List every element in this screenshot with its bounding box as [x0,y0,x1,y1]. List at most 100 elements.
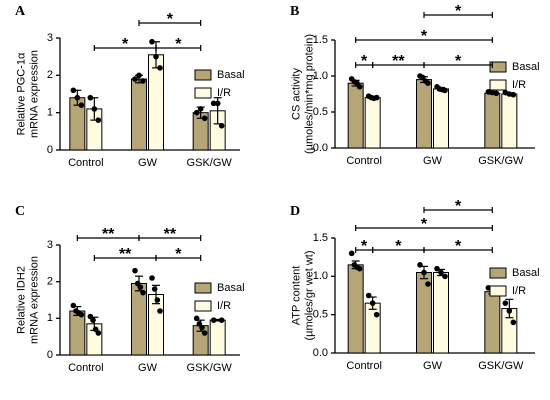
y-tick-label: 2 [47,276,53,288]
significance-label: * [455,238,462,255]
data-point [154,297,161,303]
x-tick-label: Control [346,155,381,167]
data-point [149,275,155,281]
data-point [369,300,376,306]
y-axis-label: mRNA expression [28,50,40,138]
significance-label: * [175,36,182,53]
y-axis-label: Relative PGC-1α [15,52,27,135]
y-axis-label: CS activity [290,68,302,120]
data-point [356,265,363,272]
x-tick-label: Control [68,157,103,169]
y-axis-label: (µmoles/min*mg protein) [303,34,315,154]
legend-label: I/R [512,79,526,91]
data-point [348,250,355,257]
data-point [373,311,380,318]
data-point [78,311,85,318]
data-point [70,302,77,309]
data-point [137,284,144,290]
significance-label: * [421,28,428,45]
bar [484,291,501,354]
data-point [434,265,440,272]
data-point [157,308,163,314]
x-tick-label: GW [423,155,443,167]
data-point [132,267,138,274]
significance-label: * [421,216,428,233]
legend-swatch [194,69,212,81]
panel-letter: D [290,204,300,219]
bar [501,93,518,149]
significance-label: ** [164,226,177,243]
y-tick-label: 1 [47,107,53,119]
data-point [373,94,380,101]
panel-letter: C [15,204,25,219]
data-point [136,72,142,79]
x-tick-label: GSK/GW [478,360,524,372]
y-tick-label: 0.5 [313,309,328,321]
significance-label: * [455,53,462,70]
y-tick-label: 1.5 [313,34,328,46]
data-point [193,315,200,322]
bar [347,264,364,354]
data-point [153,53,159,60]
y-tick-label: 0.0 [313,347,328,359]
significance-label: * [455,198,462,215]
data-point [365,292,372,299]
significance-label: ** [392,53,405,70]
legend-swatch [489,79,507,91]
x-tick-label: Control [68,362,103,374]
significance-label: * [167,11,174,28]
x-tick-label: GW [138,157,158,169]
data-point [78,102,85,108]
x-tick-label: GW [138,362,158,374]
y-tick-label: 0.0 [313,142,328,154]
legend-swatch [489,61,507,73]
legend-label: I/R [512,285,526,297]
data-point [193,109,200,116]
significance-label: ** [102,226,115,243]
y-tick-label: 0.5 [313,106,328,118]
data-point [442,273,448,280]
legend-swatch [194,87,212,99]
y-tick-label: 2 [47,69,53,81]
data-point [74,94,81,101]
data-point [442,87,448,94]
bar [364,302,381,354]
x-tick-label: GSK/GW [478,155,524,167]
significance-label: * [361,238,368,255]
y-axis-label: Relative IDH2 [15,266,27,334]
significance-label: * [122,36,129,53]
legend-label: Basal [512,267,540,279]
data-point [132,76,138,82]
data-point [356,84,363,90]
bar [69,310,86,356]
data-point [87,94,94,101]
y-tick-label: 1 [47,312,53,324]
data-point [425,281,431,287]
data-point [210,317,217,323]
bar [433,88,449,149]
data-point [210,100,217,107]
y-tick-label: 0 [47,144,53,156]
data-point [502,300,509,306]
legend-swatch [194,282,212,294]
bar [484,92,501,149]
y-axis-label: mRNA expression [28,256,40,344]
data-point [201,115,208,122]
data-point [197,106,204,112]
data-point [149,38,155,45]
bar [209,319,226,356]
legend-swatch [194,300,212,312]
x-tick-label: GW [423,360,443,372]
data-point [95,330,102,336]
bar [433,272,449,354]
legend-label: I/R [217,87,231,99]
panel-letter: A [15,4,26,19]
bar [347,82,364,149]
bar [364,97,381,149]
y-axis-label: (µmoles/gr wet wt) [303,250,315,340]
y-axis-label: ATP content [290,266,302,326]
data-point [91,106,98,112]
y-tick-label: 1.0 [313,270,328,282]
data-point [438,269,444,276]
